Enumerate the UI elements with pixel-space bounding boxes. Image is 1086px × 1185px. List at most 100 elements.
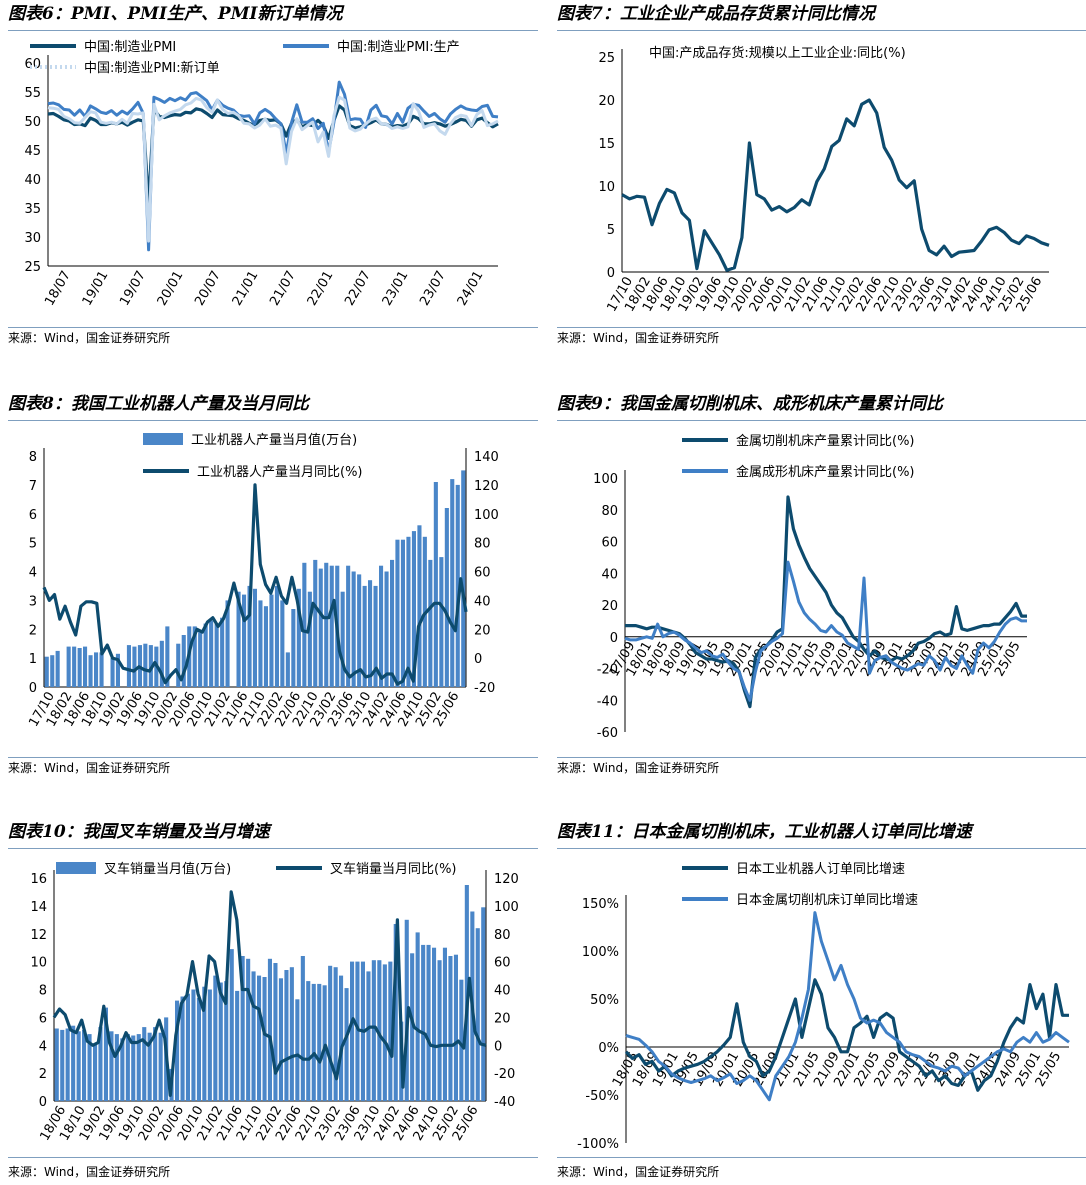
- y-right-tick-label: 140: [474, 450, 499, 465]
- y-tick-label: 50%: [590, 993, 619, 1008]
- y-right-tick-label: 60: [494, 956, 511, 971]
- bar: [207, 989, 212, 1101]
- y-tick-label: 40: [24, 173, 41, 188]
- bar: [159, 640, 164, 687]
- y-tick-label: 1: [29, 652, 37, 667]
- bar: [88, 655, 93, 687]
- y-right-tick-label: -20: [474, 681, 495, 696]
- x-tick-label: 21/07: [267, 269, 299, 309]
- y-right-tick-label: 100: [474, 508, 499, 523]
- bar: [455, 484, 460, 687]
- x-tick-label: 23/07: [417, 269, 449, 309]
- bar: [439, 557, 444, 687]
- y-tick-label: 10: [30, 956, 47, 971]
- bar: [318, 568, 323, 687]
- bar: [240, 956, 245, 1101]
- y-tick-label: 100%: [582, 945, 619, 960]
- y-tick-label: -20: [597, 663, 618, 678]
- bar: [225, 600, 230, 687]
- bar: [191, 989, 196, 1101]
- bar: [176, 643, 181, 687]
- bar: [390, 559, 395, 687]
- bar: [357, 574, 362, 687]
- series-line: [621, 98, 1050, 272]
- bar: [247, 585, 252, 687]
- y-tick-label: 25: [598, 51, 615, 66]
- y-right-tick-label: 120: [494, 872, 519, 887]
- bar: [393, 924, 398, 1101]
- bar: [246, 958, 251, 1101]
- x-tick-label: 19/01: [80, 269, 112, 309]
- bar: [406, 536, 411, 687]
- bar: [65, 1028, 70, 1101]
- bar: [273, 963, 278, 1101]
- series-line: [47, 80, 499, 252]
- bar: [236, 591, 241, 687]
- y-tick-label: 100: [593, 472, 618, 487]
- y-tick-label: 4: [39, 1039, 47, 1054]
- legend-label: 日本工业机器人订单同比增速: [736, 862, 905, 877]
- bar: [379, 565, 384, 687]
- x-tick-label: 24/01: [455, 269, 487, 309]
- bar: [329, 565, 334, 687]
- y-tick-label: 35: [24, 202, 41, 217]
- legend-label: 工业机器人产量当月同比(%): [197, 465, 363, 480]
- y-tick-label: 50: [24, 115, 41, 130]
- x-tick-label: 20/01: [155, 269, 187, 309]
- y-tick-label: 20: [598, 94, 615, 109]
- y-right-tick-label: 20: [474, 623, 491, 638]
- y-right-tick-label: 120: [474, 479, 499, 494]
- bar: [411, 531, 416, 687]
- y-right-tick-label: 100: [494, 900, 519, 915]
- bar: [437, 960, 442, 1101]
- bar: [302, 562, 307, 687]
- y-tick-label: 2: [39, 1067, 47, 1082]
- y-tick-label: 8: [39, 984, 47, 999]
- bar: [131, 1035, 136, 1101]
- bar: [94, 652, 99, 687]
- bar: [339, 975, 344, 1101]
- bar: [77, 648, 82, 687]
- y-right-tick-label: -40: [494, 1095, 515, 1110]
- bar: [87, 1034, 92, 1101]
- y-tick-label: 14: [30, 900, 47, 915]
- bar: [428, 559, 433, 687]
- bar: [262, 977, 267, 1101]
- bar: [114, 1034, 119, 1101]
- y-right-tick-label: -20: [494, 1067, 515, 1082]
- y-tick-label: 0: [610, 631, 618, 646]
- y-tick-label: 3: [29, 594, 37, 609]
- bar: [373, 585, 378, 687]
- bar: [344, 988, 349, 1101]
- legend-label: 金属成形机床产量累计同比(%): [736, 464, 915, 480]
- bar: [306, 981, 311, 1101]
- bar: [143, 643, 148, 687]
- bar: [340, 591, 345, 687]
- y-tick-label: 80: [601, 504, 618, 519]
- y-tick-label: 20: [601, 599, 618, 614]
- source-note: 来源：Wind，国金证券研究所: [557, 761, 720, 775]
- bar: [267, 958, 272, 1101]
- source-note: 来源：Wind，国金证券研究所: [8, 1165, 171, 1179]
- bar: [384, 571, 389, 687]
- bar: [175, 1000, 180, 1101]
- bar: [461, 470, 466, 687]
- bar: [142, 1027, 147, 1101]
- bar: [371, 960, 376, 1101]
- bar: [203, 623, 208, 687]
- bar: [317, 983, 322, 1101]
- bar: [109, 1031, 114, 1101]
- y-tick-label: -40: [597, 694, 618, 709]
- y-tick-label: 10: [598, 180, 615, 195]
- bar: [115, 653, 120, 687]
- bar: [350, 961, 355, 1101]
- bar: [50, 655, 55, 687]
- bar: [110, 658, 115, 687]
- y-tick-label: 45: [24, 144, 41, 159]
- bar: [98, 1027, 103, 1101]
- bar: [296, 588, 301, 687]
- bar: [269, 594, 274, 687]
- x-tick-label: 23/01: [380, 269, 412, 309]
- y-tick-label: 40: [601, 567, 618, 582]
- bar: [196, 997, 201, 1101]
